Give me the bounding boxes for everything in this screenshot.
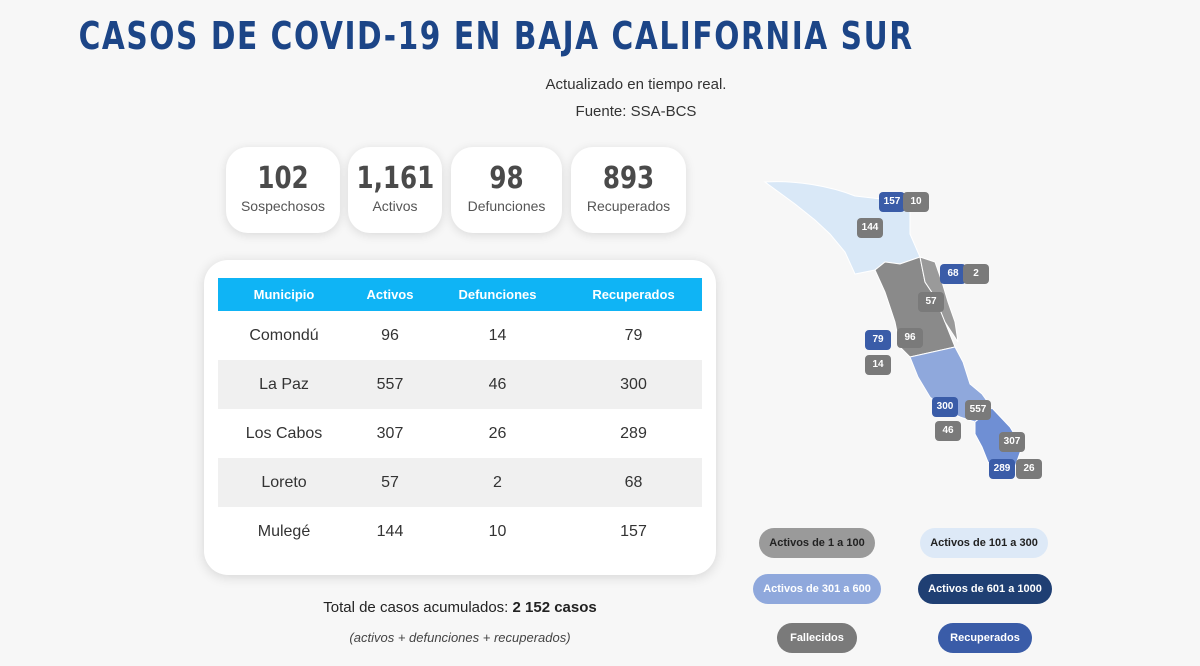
stat-card-defunciones: 98 Defunciones <box>451 147 562 233</box>
table-row: Mulegé 144 10 157 <box>218 507 702 556</box>
stat-value: 102 <box>257 161 309 196</box>
table-cell: 144 <box>376 522 404 540</box>
map-badge: 26 <box>1016 459 1042 479</box>
table-row: Loreto 57 2 68 <box>218 458 702 507</box>
map-badge: 46 <box>935 421 961 441</box>
map-badge: 307 <box>999 432 1025 452</box>
column-header: Defunciones <box>430 278 565 311</box>
map-badge: 157 <box>879 192 905 212</box>
map-badge: 96 <box>897 328 923 348</box>
table-cell: 46 <box>430 360 565 409</box>
table-cell: La Paz <box>218 360 350 409</box>
table-cell: 68 <box>565 458 702 507</box>
table-cell: 557 <box>350 360 430 409</box>
map-badge: 79 <box>865 330 891 350</box>
source-note: Fuente: SSA-BCS <box>575 103 697 120</box>
stat-label: Sospechosos <box>240 198 326 214</box>
table-cell: 79 <box>624 326 643 344</box>
stat-value: 1,161 <box>356 161 435 196</box>
map-badge: 57 <box>918 292 944 312</box>
table-cell: Comondú <box>249 326 319 344</box>
map-badge: 10 <box>903 192 929 212</box>
map-badge: 2 <box>963 264 989 284</box>
table-cell: 2 <box>430 458 565 507</box>
legend-activos-101-300: Activos de 101 a 300 <box>920 528 1048 558</box>
table-cell: Los Cabos <box>245 424 323 442</box>
stat-label: Activos <box>372 198 418 214</box>
total-value: 2 152 casos <box>512 599 597 616</box>
stat-card-activos: 1,161 Activos <box>348 147 442 233</box>
map-badge: 144 <box>857 218 883 238</box>
table-cell: 14 <box>488 326 507 344</box>
update-note: Actualizado en tiempo real. <box>545 76 727 93</box>
stat-card-recuperados: 893 Recuperados <box>571 147 686 233</box>
stat-label: Defunciones <box>467 198 546 214</box>
table-cell: 96 <box>381 326 399 344</box>
map-badge: 557 <box>965 400 991 420</box>
column-header: Recuperados <box>565 278 702 311</box>
municipality-table-card: Municipio Activos Defunciones Recuperado… <box>204 260 716 575</box>
stat-label: Recuperados <box>586 198 671 214</box>
table-cell: Loreto <box>218 458 350 507</box>
table-cell: Mulegé <box>257 522 311 540</box>
map-badge: 14 <box>865 355 891 375</box>
map-badge: 289 <box>989 459 1015 479</box>
table-cell: 300 <box>565 360 702 409</box>
table-header-row: Municipio Activos Defunciones Recuperado… <box>218 278 702 311</box>
legend-activos-301-600: Activos de 301 a 600 <box>753 574 881 604</box>
table-cell: 10 <box>488 522 507 540</box>
table-row: Los Cabos 307 26 289 <box>218 409 702 458</box>
table-cell: 26 <box>488 424 507 442</box>
total-formula: (activos + defunciones + recuperados) <box>349 630 571 645</box>
map-badge: 300 <box>932 397 958 417</box>
column-header: Activos <box>350 278 430 311</box>
map-badge: 68 <box>940 264 966 284</box>
municipality-table: Municipio Activos Defunciones Recuperado… <box>218 278 702 556</box>
table-cell: 57 <box>350 458 430 507</box>
legend-activos-1-100: Activos de 1 a 100 <box>759 528 875 558</box>
stat-value: 98 <box>489 161 524 196</box>
stat-card-sospechosos: 102 Sospechosos <box>226 147 340 233</box>
legend-fallecidos: Fallecidos <box>777 623 857 653</box>
table-cell: 307 <box>376 424 404 442</box>
column-header: Municipio <box>218 278 350 311</box>
table-row: La Paz 557 46 300 <box>218 360 702 409</box>
table-cell: 157 <box>620 522 647 540</box>
total-label: Total de casos acumulados: <box>323 599 509 616</box>
page-title: CASOS DE COVID-19 EN BAJA CALIFORNIA SUR <box>78 14 914 58</box>
table-cell: 289 <box>620 424 647 442</box>
table-row: Comondú 96 14 79 <box>218 311 702 360</box>
stat-value: 893 <box>602 161 655 196</box>
total-cases: Total de casos acumulados: 2 152 casos <box>204 599 716 616</box>
legend-activos-601-1000: Activos de 601 a 1000 <box>918 574 1052 604</box>
legend-recuperados: Recuperados <box>938 623 1032 653</box>
